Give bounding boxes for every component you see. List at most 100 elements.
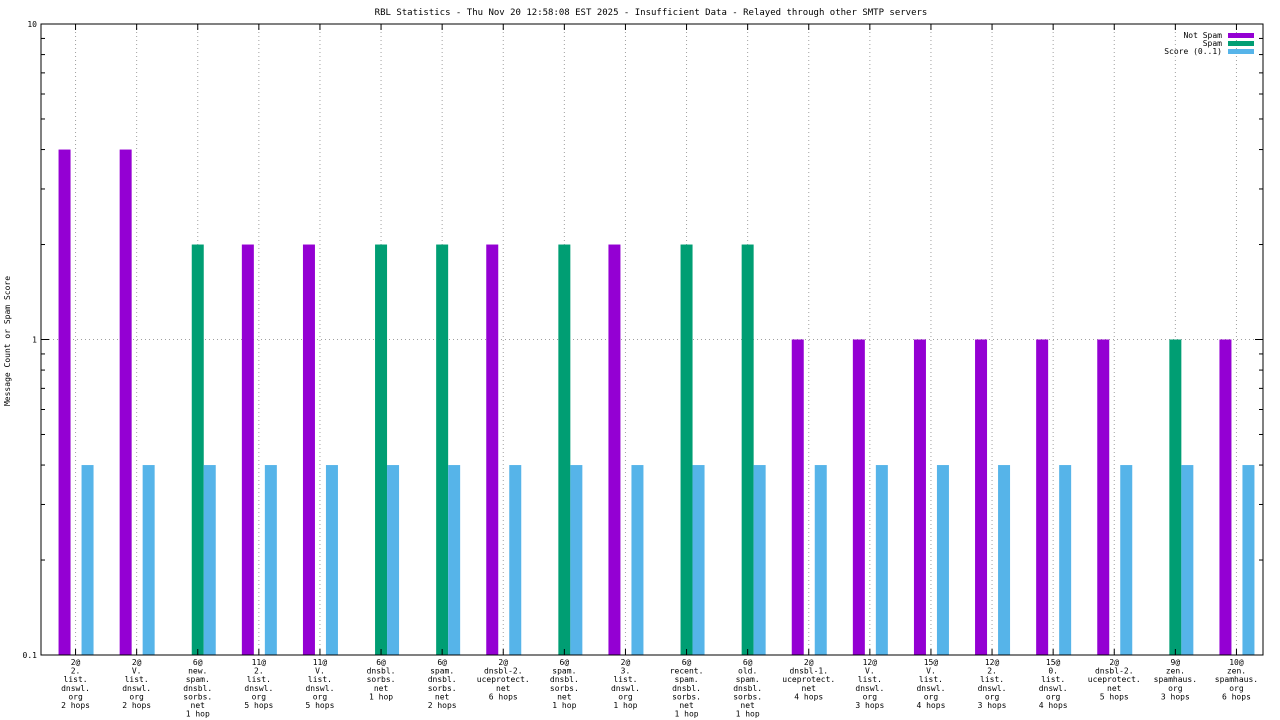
category-label: 6@ [682, 658, 692, 667]
category-label: 10@ [1229, 658, 1244, 667]
legend-swatch [1228, 49, 1254, 54]
bars [58, 149, 1255, 656]
category-label: 2 hops [428, 701, 457, 710]
category-label: uceprotect. [1088, 675, 1141, 684]
category-label: V. [315, 667, 325, 676]
plot-frame [40, 23, 1264, 656]
category-label: net [557, 692, 572, 701]
category-label: 12@ [863, 658, 878, 667]
category-label: list. [613, 675, 637, 684]
category-label: 15@ [924, 658, 939, 667]
category-label: sorbs. [367, 675, 396, 684]
y-tick-label: 0.1 [23, 651, 38, 660]
legend-label: Not Spam [1183, 31, 1222, 40]
bar-spam [558, 244, 571, 656]
bar-spam [375, 244, 388, 656]
category-label: dnsbl. [550, 675, 579, 684]
bar-not-spam [852, 339, 865, 655]
category-label: 4 hops [1039, 701, 1068, 710]
category-label: net [435, 692, 450, 701]
category-label: list. [1041, 675, 1065, 684]
category-label: net [1107, 684, 1122, 693]
bar-score [448, 465, 461, 655]
category-label: dnsbl. [428, 675, 457, 684]
category-label: org [252, 692, 267, 701]
category-label: dnsbl. [367, 667, 396, 676]
category-label: 11@ [252, 658, 267, 667]
category-label: dnswl. [611, 684, 640, 693]
category-label: dnswl. [978, 684, 1007, 693]
category-label: list. [980, 675, 1004, 684]
category-label: 1 hop [613, 701, 637, 710]
category-label: 4 hops [794, 692, 823, 701]
category-label: sorbs. [672, 692, 701, 701]
category-label: org [863, 692, 878, 701]
category-label: dnswl. [916, 684, 945, 693]
bar-spam [680, 244, 693, 656]
category-label: 2@ [621, 658, 631, 667]
category-label: org [985, 692, 1000, 701]
axis-ticks: 0.1 1 10 [23, 20, 1263, 660]
category-label: org [129, 692, 144, 701]
category-label: 3 hops [1161, 692, 1190, 701]
category-label: 6@ [560, 658, 570, 667]
bar-score [1120, 465, 1133, 655]
category-label: 2 hops [122, 701, 151, 710]
category-label: dnswl. [855, 684, 884, 693]
legend-swatch [1228, 41, 1254, 46]
category-label: old. [738, 667, 757, 676]
bar-score [387, 465, 400, 655]
category-label: net [740, 701, 755, 710]
legend-label: Spam [1203, 39, 1222, 48]
legend-label: Score (0..1) [1164, 47, 1222, 56]
category-label: sorbs. [733, 692, 762, 701]
y-tick-label: 10 [27, 20, 37, 29]
category-label: 5 hops [305, 701, 334, 710]
bar-score [509, 465, 522, 655]
category-label: zen. [1227, 667, 1246, 676]
category-label: 4 hops [916, 701, 945, 710]
legend-swatch [1228, 33, 1254, 38]
category-label: 3 hops [855, 701, 884, 710]
y-tick-label: 1 [32, 336, 37, 345]
bar-score [325, 465, 338, 655]
bar-score [1059, 465, 1072, 655]
category-label: spamhaus. [1215, 675, 1258, 684]
category-label: dnswl. [1039, 684, 1068, 693]
category-label: zen. [1166, 667, 1185, 676]
category-label: spam. [186, 675, 210, 684]
category-label: net [679, 701, 694, 710]
bar-score [875, 465, 888, 655]
bar-not-spam [1036, 339, 1049, 655]
category-label: 6@ [437, 658, 447, 667]
bar-score [1181, 465, 1194, 655]
grid-lines [41, 24, 1263, 655]
category-label: uceprotect. [477, 675, 530, 684]
bar-not-spam [486, 244, 499, 656]
bar-not-spam [58, 149, 71, 655]
category-label: 1 hop [552, 701, 576, 710]
bar-not-spam [119, 149, 132, 655]
bar-score [1242, 465, 1255, 655]
bar-score [142, 465, 155, 655]
category-label: 6@ [743, 658, 753, 667]
category-label: 1 hop [675, 710, 699, 719]
bar-spam [191, 244, 204, 656]
bar-not-spam [241, 244, 254, 656]
category-label: recent. [670, 667, 704, 676]
bar-not-spam [1097, 339, 1110, 655]
category-label: 3 hops [978, 701, 1007, 710]
bar-score [814, 465, 827, 655]
category-label: 2@ [1109, 658, 1119, 667]
bar-not-spam [608, 244, 621, 656]
bar-not-spam [1219, 339, 1232, 655]
category-label: net [496, 684, 511, 693]
category-label: dnswl. [61, 684, 90, 693]
category-label: org [68, 692, 83, 701]
category-label: 15@ [1046, 658, 1061, 667]
bar-score [81, 465, 94, 655]
category-label: 5 hops [1100, 692, 1129, 701]
category-label: 3. [621, 667, 631, 676]
category-label: 1 hop [736, 710, 760, 719]
bar-not-spam [913, 339, 926, 655]
